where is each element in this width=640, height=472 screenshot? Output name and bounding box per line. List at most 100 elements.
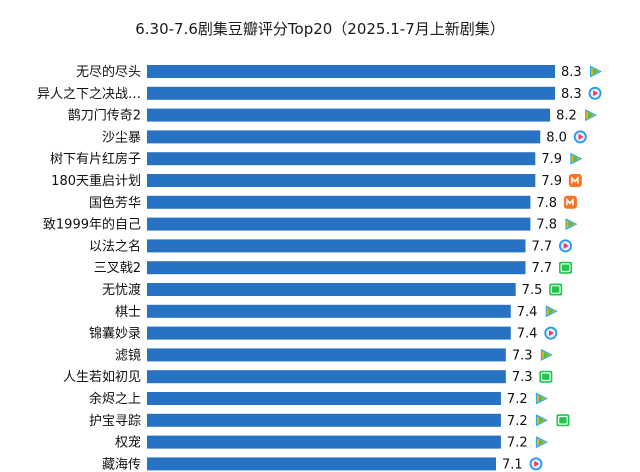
- tencent-icon-front: [538, 395, 544, 402]
- iqiyi-icon-box: [539, 370, 553, 383]
- bar: [147, 152, 536, 166]
- category-label: 权宠: [115, 435, 141, 451]
- value-label: 7.9: [541, 174, 562, 189]
- iqiyi-icon: [556, 414, 570, 427]
- mgtv-icon-mark: [566, 197, 574, 206]
- youku-icon-play: [578, 133, 584, 140]
- value-label: 7.7: [532, 261, 553, 276]
- iqiyi-icon-box: [556, 414, 570, 427]
- youku-icon-play: [593, 90, 599, 97]
- category-label: 异人之下之决战…: [37, 87, 141, 102]
- tencent-icon: [545, 305, 558, 318]
- tencent-icon-front: [538, 417, 544, 424]
- category-label: 人生若如初见: [63, 369, 141, 385]
- tencent-icon: [540, 348, 553, 361]
- value-label: 7.8: [536, 218, 557, 233]
- value-label: 7.5: [522, 283, 543, 298]
- tencent-icon: [565, 218, 578, 231]
- value-label: 7.3: [512, 348, 533, 363]
- mgtv-icon-mark: [571, 175, 579, 184]
- value-label: 8.0: [546, 130, 567, 145]
- category-label: 以法之名: [89, 238, 141, 254]
- bar: [147, 65, 555, 78]
- category-label: 藏海传: [102, 457, 141, 472]
- category-label: 余烬之上: [89, 391, 141, 407]
- youku-icon: [588, 86, 602, 100]
- value-label: 8.3: [561, 87, 582, 102]
- bar: [147, 195, 531, 209]
- tencent-icon-front: [543, 351, 549, 358]
- youku-icon-play: [563, 242, 569, 249]
- tencent-icon-front: [573, 155, 579, 162]
- value-label: 7.3: [512, 370, 533, 385]
- category-label: 滤镜: [115, 348, 141, 363]
- tencent-icon: [590, 65, 602, 78]
- bar: [147, 108, 551, 122]
- youku-icon-play: [534, 460, 540, 467]
- tencent-icon-front: [568, 221, 574, 228]
- tencent-icon-front: [588, 112, 594, 119]
- tencent-icon: [585, 109, 598, 122]
- category-label: 沙尘暴: [102, 130, 141, 145]
- bar: [147, 261, 526, 275]
- tencent-icon: [535, 436, 548, 449]
- youku-icon-play: [548, 330, 554, 337]
- value-label: 7.7: [532, 239, 553, 254]
- bar: [147, 239, 526, 253]
- value-label: 7.2: [507, 436, 528, 451]
- value-label: 7.2: [507, 392, 528, 407]
- youku-icon: [544, 326, 558, 340]
- value-label: 8.2: [556, 109, 577, 124]
- iqiyi-icon-frame: [540, 372, 551, 382]
- bar: [147, 283, 516, 296]
- category-label: 三叉戟2: [94, 261, 141, 276]
- category-label: 国色芳华: [89, 195, 141, 211]
- category-label: 锦囊妙录: [89, 326, 141, 342]
- iqiyi-icon-frame: [558, 415, 568, 425]
- iqiyi-icon: [549, 283, 563, 296]
- value-label: 7.2: [507, 414, 528, 429]
- bar: [147, 217, 531, 231]
- iqiyi-icon: [559, 261, 573, 274]
- category-label: 180天重启计划: [51, 173, 141, 189]
- value-label: 7.8: [536, 196, 557, 211]
- tencent-icon-front: [548, 308, 554, 315]
- bar: [147, 130, 541, 144]
- mgtv-icon: [563, 195, 577, 209]
- tencent-icon-front: [593, 68, 598, 75]
- bar: [147, 326, 511, 340]
- bar: [147, 348, 506, 362]
- chart-title: 6.30-7.6剧集豆瓣评分Top20（2025.1-7月上新剧集）: [135, 20, 505, 38]
- tencent-icon: [535, 392, 548, 405]
- tencent-icon-front: [538, 439, 544, 446]
- youku-icon: [529, 457, 543, 471]
- youku-icon: [573, 130, 587, 144]
- value-label: 7.1: [502, 457, 523, 472]
- bar: [147, 174, 536, 187]
- category-label: 鹊刀门传奇2: [68, 108, 141, 124]
- category-label: 无尽的尽头: [76, 64, 141, 80]
- bar: [147, 435, 501, 449]
- iqiyi-icon-box: [549, 283, 563, 296]
- value-label: 7.4: [517, 305, 538, 320]
- bar: [147, 86, 555, 100]
- category-label: 护宝寻踪: [89, 414, 141, 429]
- iqiyi-icon-frame: [550, 285, 561, 294]
- category-label: 棋士: [115, 305, 141, 320]
- value-label: 7.9: [541, 152, 562, 167]
- category-label: 致1999年的自己: [43, 217, 141, 233]
- category-label: 树下有片红房子: [50, 151, 141, 167]
- mgtv-icon: [568, 174, 582, 187]
- value-label: 8.3: [561, 65, 582, 80]
- tencent-icon: [535, 414, 548, 427]
- iqiyi-icon: [539, 370, 553, 383]
- tencent-icon: [570, 152, 583, 165]
- iqiyi-icon-frame: [560, 263, 571, 273]
- category-label: 无忧渡: [102, 282, 141, 298]
- bar: [147, 457, 497, 471]
- bar: [147, 392, 501, 405]
- bar: [147, 370, 506, 384]
- iqiyi-icon-box: [559, 261, 573, 274]
- bar: [147, 304, 511, 318]
